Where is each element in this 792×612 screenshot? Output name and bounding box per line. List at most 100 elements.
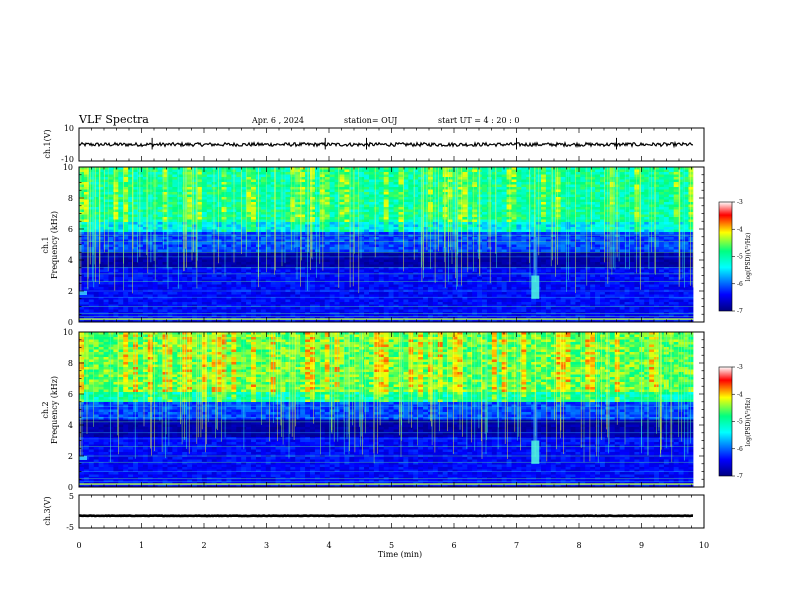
spectrogram-cell	[196, 279, 203, 283]
spectrogram-cell	[413, 272, 419, 275]
spectrogram-cell	[373, 262, 380, 265]
spectrogram-cell	[280, 259, 286, 263]
spectrogram-cell	[398, 264, 404, 268]
spectrogram-cell	[123, 172, 129, 175]
spectrogram-cell	[295, 239, 301, 243]
spectrogram-cell	[378, 292, 385, 295]
spectrogram-cell	[344, 292, 350, 295]
spectrogram-cell	[452, 314, 458, 318]
spectrogram-cell	[108, 172, 114, 175]
spectrogram-cell	[383, 319, 390, 323]
spectrogram-cell	[246, 264, 252, 268]
spectrogram-cell	[123, 282, 129, 285]
spectrogram-cell	[359, 272, 365, 275]
spectrogram-cell	[137, 279, 144, 283]
spectrogram-cell	[344, 232, 350, 235]
spectrogram-cell	[462, 172, 468, 175]
spectrogram-cell	[103, 259, 109, 263]
spectrogram-cell	[319, 279, 326, 283]
spectrogram-cell	[423, 254, 429, 258]
spectrogram-cell	[270, 204, 277, 208]
spectrogram-cell	[142, 232, 149, 235]
spectrogram-cell	[388, 232, 394, 235]
spectrogram-cell	[142, 254, 149, 258]
spectrogram-cell	[280, 299, 286, 303]
spectrogram-cell	[359, 302, 365, 305]
spectrogram-cell	[383, 299, 390, 303]
spectrogram-cell	[182, 272, 188, 275]
spectrogram-cell	[432, 274, 439, 278]
spectrogram-cell	[319, 177, 326, 180]
spectrogram-cell	[393, 217, 399, 220]
spectrogram-cell	[359, 284, 365, 288]
spectrogram-cell	[221, 179, 227, 183]
spectrogram-cell	[167, 224, 173, 228]
spectrogram-cell	[314, 169, 321, 173]
spectrogram-cell	[334, 247, 340, 250]
spectrogram-cell	[236, 172, 242, 175]
spectrogram-cell	[108, 219, 114, 223]
spectrogram-cell	[344, 242, 350, 245]
spectrogram-cell	[457, 259, 463, 263]
spectrogram-cell	[314, 277, 321, 280]
spectrogram-cell	[339, 254, 345, 258]
spectrogram-cell	[83, 242, 90, 245]
spectrogram-cell	[206, 262, 213, 265]
spectrogram-cell	[93, 199, 100, 203]
spectrogram-cell	[349, 299, 355, 303]
spectrogram-cell	[236, 217, 242, 220]
spectrogram-cell	[339, 232, 345, 235]
spectrogram-cell	[349, 187, 355, 190]
spectrogram-cell	[103, 242, 109, 245]
spectrogram-cell	[226, 227, 232, 230]
spectrogram-cell	[93, 214, 100, 218]
spectrogram-cell	[128, 287, 134, 290]
spectrogram-cell	[167, 219, 173, 223]
spectrogram-cell	[319, 167, 326, 170]
spectrogram-cell	[418, 212, 424, 215]
spectrogram-cell	[393, 192, 399, 195]
spectrogram-cell	[300, 207, 306, 210]
spectrogram-cell	[98, 182, 104, 185]
spectrogram-cell	[388, 177, 394, 180]
spectrogram-cell	[108, 197, 114, 200]
spectrogram-cell	[354, 207, 360, 210]
spectrogram-cell	[196, 209, 203, 213]
spectrogram-cell	[133, 267, 139, 270]
spectrogram-cell	[98, 187, 104, 190]
spectrogram-cell	[280, 209, 286, 213]
spectrogram-cell	[167, 199, 173, 203]
spectrogram-cell	[226, 234, 232, 238]
spectrogram-cell	[167, 299, 173, 303]
spectrogram-cell	[83, 319, 90, 323]
spectrogram-cell	[142, 202, 149, 205]
spectrogram-cell	[388, 234, 394, 238]
spectrogram-cell	[285, 297, 291, 300]
spectrogram-cell	[98, 174, 104, 178]
spectrogram-cell	[319, 257, 326, 260]
spectrogram-cell	[172, 184, 178, 188]
spectrogram-cell	[300, 294, 306, 298]
spectrogram-cell	[128, 272, 134, 275]
spectrogram-cell	[305, 302, 311, 305]
spectrogram-cell	[349, 262, 355, 265]
spectrogram-cell	[300, 269, 306, 273]
spectrogram-cell	[241, 274, 247, 278]
spectrogram-cell	[290, 197, 296, 200]
spectrogram-cell	[383, 287, 390, 290]
spectrogram-cell	[196, 172, 203, 175]
spectrogram-cell	[280, 212, 286, 215]
spectrogram-cell	[231, 274, 237, 278]
spectrogram-cell	[241, 224, 247, 228]
spectrogram-cell	[457, 172, 463, 175]
spectrogram-cell	[300, 172, 306, 175]
spectrogram-cell	[344, 282, 350, 285]
spectrogram-cell	[437, 282, 444, 285]
spectrogram-cell	[364, 189, 370, 193]
spectrogram-cell	[236, 252, 242, 255]
spectrogram-cell	[364, 297, 370, 300]
spectrogram-cell	[275, 234, 281, 238]
spectrogram-cell	[329, 212, 335, 215]
spectrogram-cell	[98, 169, 104, 173]
spectrogram-cell	[329, 267, 335, 270]
